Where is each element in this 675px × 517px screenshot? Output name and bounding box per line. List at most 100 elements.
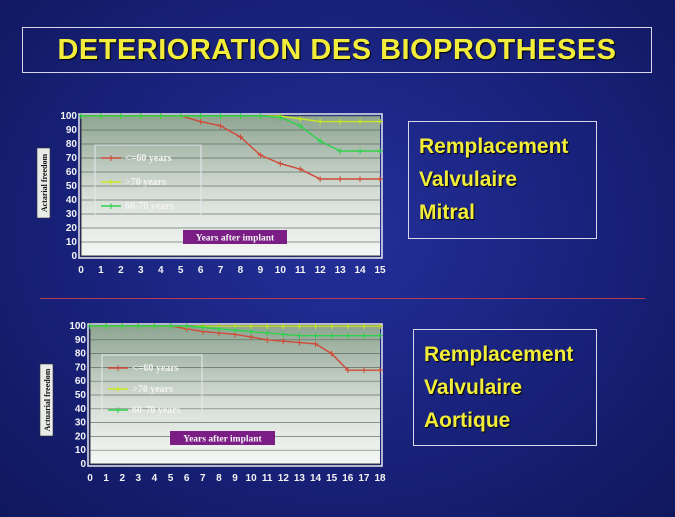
x-tick-label: 2 xyxy=(119,473,125,484)
series-point: + xyxy=(157,112,165,122)
legend-marker: + xyxy=(114,406,122,416)
legend-label: <=60 years xyxy=(132,363,179,374)
y-tick-label: 100 xyxy=(60,111,77,122)
series-point: + xyxy=(231,322,239,332)
series-point: + xyxy=(137,112,145,122)
series-point: + xyxy=(151,322,159,332)
series-point: + xyxy=(117,112,125,122)
x-tick-label: 6 xyxy=(184,473,190,484)
series-line xyxy=(90,325,380,337)
series-point: + xyxy=(135,322,143,332)
y-tick-label: 10 xyxy=(75,445,87,456)
series-point: + xyxy=(157,112,165,122)
series-point: + xyxy=(376,322,384,332)
series-point: + xyxy=(247,328,255,338)
annotation-box xyxy=(183,230,287,244)
y-tick-label: 80 xyxy=(75,349,87,360)
x-tick-label: 5 xyxy=(168,473,174,484)
x-tick-label: 0 xyxy=(78,265,84,276)
series-point: + xyxy=(263,322,271,332)
x-tick-label: 10 xyxy=(275,265,287,276)
y-tick-label: 90 xyxy=(75,335,87,346)
y-tick-label: 60 xyxy=(75,376,87,387)
series-point: + xyxy=(280,322,288,332)
x-tick-label: 0 xyxy=(87,473,93,484)
x-tick-label: 15 xyxy=(326,473,338,484)
series-point: + xyxy=(237,133,245,143)
series-point: + xyxy=(177,112,185,122)
series-point: + xyxy=(237,112,245,122)
series-point: + xyxy=(356,175,364,185)
label-line: Valvulaire xyxy=(424,375,523,399)
series-point: + xyxy=(199,323,207,333)
x-tick-label: 4 xyxy=(158,265,164,276)
y-tick-label: 0 xyxy=(80,459,86,470)
label-box-mitral: Remplacement Valvulaire Mitral xyxy=(408,121,597,239)
legend-marker: + xyxy=(107,154,115,164)
series-point: + xyxy=(328,350,336,360)
x-tick-label: 17 xyxy=(358,473,370,484)
series-line xyxy=(81,115,380,180)
label-line: Valvulaire xyxy=(419,167,518,191)
plot-area xyxy=(81,116,380,256)
label-box-aortic: Remplacement Valvulaire Aortique xyxy=(413,329,597,446)
x-tick-label: 8 xyxy=(216,473,222,484)
x-tick-label: 14 xyxy=(310,473,322,484)
series-point: + xyxy=(167,322,175,332)
series-point: + xyxy=(231,330,239,340)
series-point: + xyxy=(336,175,344,185)
x-tick-label: 12 xyxy=(278,473,290,484)
label-line: Remplacement xyxy=(424,342,574,366)
series-point: + xyxy=(157,112,165,122)
title-box: DETERIORATION DES BIOPROTHESES xyxy=(22,27,652,73)
series-point: + xyxy=(376,118,384,128)
y-tick-label: 50 xyxy=(75,390,87,401)
legend-marker: + xyxy=(114,364,122,374)
series-point: + xyxy=(344,332,352,342)
x-tick-label: 16 xyxy=(342,473,354,484)
series-point: + xyxy=(328,322,336,332)
x-tick-label: 18 xyxy=(374,473,386,484)
series-point: + xyxy=(77,112,85,122)
series-point: + xyxy=(376,332,384,342)
series-point: + xyxy=(151,322,159,332)
label-line: Aortique xyxy=(424,408,511,432)
legend-marker: + xyxy=(114,385,122,395)
series-point: + xyxy=(257,112,265,122)
x-tick-label: 7 xyxy=(200,473,206,484)
series-point: + xyxy=(183,322,191,332)
series-point: + xyxy=(316,118,324,128)
x-tick-label: 13 xyxy=(335,265,347,276)
series-point: + xyxy=(360,322,368,332)
x-tick-label: 12 xyxy=(315,265,327,276)
x-tick-label: 6 xyxy=(198,265,204,276)
plot-area xyxy=(90,326,380,464)
series-point: + xyxy=(336,147,344,157)
y-tick-label: 40 xyxy=(66,195,78,206)
series-point: + xyxy=(237,112,245,122)
y-tick-label: 0 xyxy=(71,251,77,262)
series-line xyxy=(81,115,380,123)
series-point: + xyxy=(296,322,304,332)
series-point: + xyxy=(360,366,368,376)
plot-frame xyxy=(87,323,383,467)
series-point: + xyxy=(296,115,304,125)
series-point: + xyxy=(86,322,94,332)
series-point: + xyxy=(344,366,352,376)
x-tick-label: 2 xyxy=(118,265,124,276)
plot-frame xyxy=(78,113,383,259)
y-axis-title-group: Actarial freedom xyxy=(36,147,51,219)
series-point: + xyxy=(316,175,324,185)
x-tick-label: 14 xyxy=(355,265,367,276)
y-tick-label: 30 xyxy=(75,418,87,429)
series-point: + xyxy=(356,147,364,157)
series-point: + xyxy=(277,160,285,170)
series-point: + xyxy=(77,112,85,122)
legend-label: >70 years xyxy=(125,177,166,188)
series-point: + xyxy=(137,112,145,122)
series-point: + xyxy=(102,322,110,332)
series-point: + xyxy=(197,112,205,122)
series-point: + xyxy=(360,332,368,342)
series-line xyxy=(81,115,380,152)
series-point: + xyxy=(86,322,94,332)
